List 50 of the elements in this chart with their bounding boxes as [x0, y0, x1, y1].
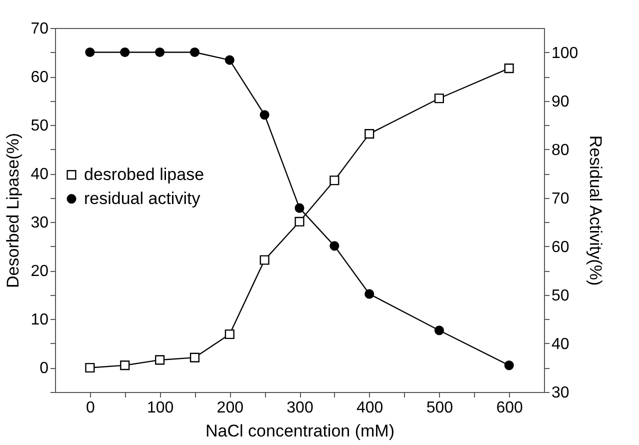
legend-label: residual activity — [84, 188, 201, 208]
point — [364, 129, 374, 139]
y-tick-label: 0 — [40, 360, 49, 378]
y-axis-title: Desorbed Lipase(%) — [4, 133, 23, 288]
point — [330, 176, 340, 186]
point — [120, 360, 130, 370]
y2-tick-label: 30 — [552, 384, 570, 402]
y2-tick-label: 50 — [552, 287, 570, 304]
point — [85, 362, 95, 373]
point — [364, 289, 374, 299]
point — [190, 47, 200, 58]
x-tick-label: 300 — [286, 400, 314, 416]
point — [504, 360, 514, 370]
point — [260, 110, 270, 120]
x-tick-label: 600 — [496, 400, 524, 416]
x-tick-label: 500 — [426, 400, 454, 416]
point — [155, 355, 165, 365]
x-tick-label: 100 — [146, 400, 174, 416]
point — [120, 47, 130, 58]
y2-axis-title: Residual Activity(%) — [586, 135, 606, 286]
point — [224, 55, 234, 65]
point — [434, 94, 444, 104]
legend-label: desrobed lipase — [84, 164, 204, 184]
y-tick-label: 10 — [30, 312, 49, 329]
point — [85, 47, 95, 58]
y-tick-label: 20 — [30, 263, 49, 280]
y2-tick-label: 70 — [552, 190, 570, 208]
y-tick-label: 30 — [30, 214, 49, 232]
y-tick-label: 40 — [30, 166, 49, 184]
y2-tick-label: 100 — [552, 44, 578, 62]
point — [260, 255, 270, 265]
y2-tick-label: 90 — [552, 93, 570, 110]
y2-tick-label: 80 — [552, 142, 570, 159]
y2-tick-label: 60 — [552, 238, 570, 256]
point — [330, 241, 340, 251]
point — [504, 63, 514, 74]
point — [155, 47, 165, 58]
x-tick-label: 400 — [356, 400, 384, 416]
x-tick-label: 0 — [86, 400, 95, 416]
y-tick-label: 50 — [30, 118, 49, 135]
y-tick-label: 70 — [30, 20, 49, 38]
point — [224, 329, 234, 340]
point — [190, 352, 200, 362]
point — [294, 203, 304, 213]
y-tick-label: 60 — [30, 69, 49, 86]
x-tick-label: 200 — [216, 400, 244, 416]
x-axis-title: NaCl concentration (mM) — [206, 422, 394, 440]
point — [294, 216, 304, 226]
point — [434, 326, 444, 336]
y2-tick-label: 40 — [552, 336, 570, 353]
